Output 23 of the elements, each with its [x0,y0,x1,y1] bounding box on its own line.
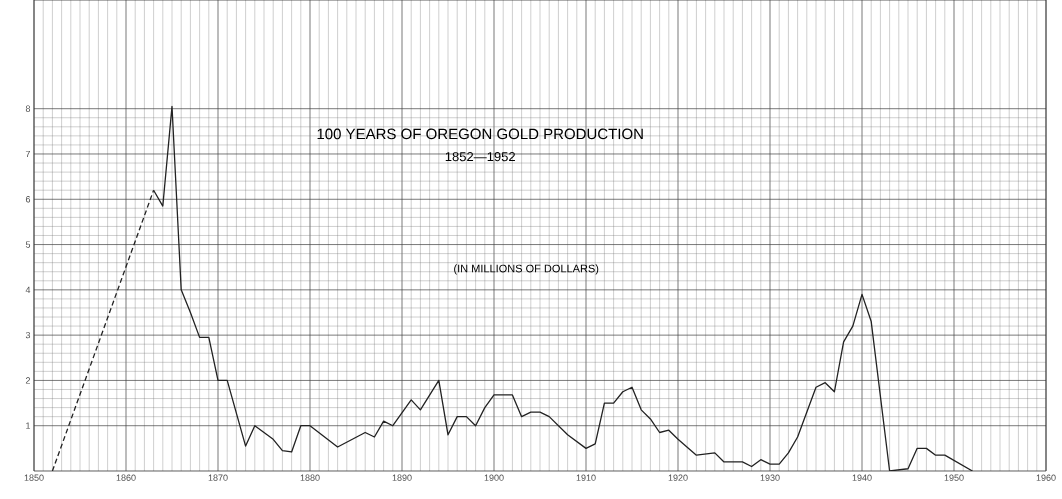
x-tick-label: 1860 [116,474,136,481]
y-tick-label: 4 [25,286,31,293]
x-tick-label: 1940 [852,474,872,481]
text: 100 YEARS OF OREGON GOLD PRODUCTION [317,128,643,140]
x-tick-label: 1870 [208,474,228,481]
x-tick-label: 1900 [484,474,504,481]
x-tick-label: 1960 [1036,474,1056,481]
y-tick-label: 7 [25,150,31,158]
y-tick-label: 5 [25,241,31,248]
x-tick-label: 1920 [668,474,688,481]
y-tick-label: 6 [25,196,31,203]
x-tick-label: 1930 [760,474,780,481]
y-tick-label: 2 [25,377,31,384]
x-tick-label: 1850 [24,474,44,481]
x-tick-label: 1880 [300,474,320,481]
text: 1852—1952 [445,152,515,162]
x-tick-label: 1910 [576,474,596,481]
x-tick-label: 1950 [944,474,964,481]
annotation: (IN MILLIONS OF DOLLARS) [454,264,599,275]
x-tick-label: 1890 [392,474,412,481]
y-tick-label: 8 [25,105,31,112]
y-tick-label: 3 [25,331,31,339]
y-tick-label: 1 [26,422,31,429]
